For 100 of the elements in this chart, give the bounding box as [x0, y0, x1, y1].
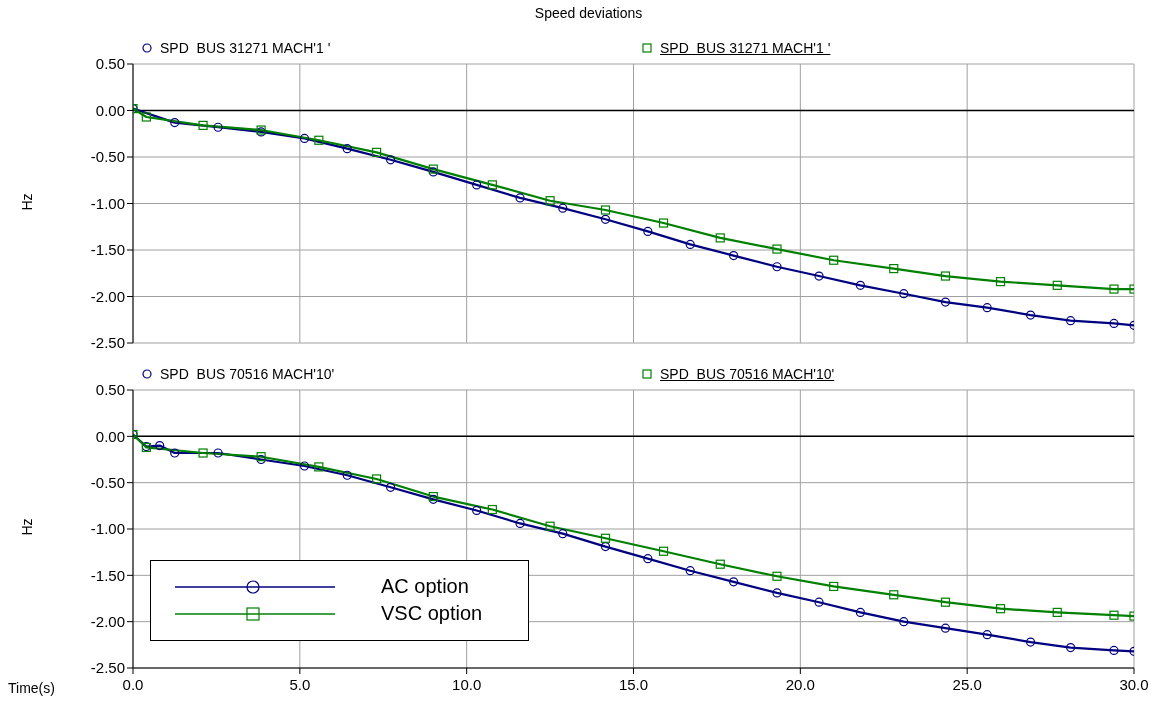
point [314, 135, 324, 145]
legend-label: SPD BUS 31271 MACH'1 ' [660, 40, 831, 56]
point [1066, 643, 1076, 653]
point [600, 542, 611, 552]
annotation: AC option [381, 575, 469, 598]
legend-label: SPD BUS 70516 MACH'10' [160, 366, 335, 382]
point [545, 521, 555, 531]
point [371, 147, 382, 157]
point [643, 554, 653, 564]
point [772, 588, 782, 598]
point [170, 448, 180, 458]
legend-box: AC option VSC option [150, 560, 529, 641]
point [772, 244, 782, 254]
point [995, 277, 1006, 287]
point [829, 581, 839, 592]
annotation: VSC option [381, 602, 483, 625]
point [515, 193, 525, 203]
point [1109, 284, 1119, 294]
point [558, 529, 568, 539]
x-tick-label: 0.0 [122, 676, 144, 693]
point [995, 604, 1006, 614]
point [1109, 610, 1119, 620]
point [814, 597, 824, 607]
point [772, 571, 782, 581]
y-tick-label: -1.00 [90, 194, 125, 212]
point [982, 630, 992, 640]
point [940, 623, 951, 633]
point [685, 566, 695, 576]
point [899, 617, 909, 627]
point [772, 262, 782, 272]
point [940, 597, 951, 607]
y-tick-label: -2.50 [90, 659, 125, 677]
point [1025, 310, 1036, 320]
x-tick-label: 25.0 [952, 676, 982, 693]
point [342, 144, 352, 154]
point [299, 133, 310, 143]
x-tick-label: 30.0 [1119, 676, 1149, 693]
point [855, 607, 865, 617]
x-tick-label: 20.0 [785, 676, 815, 693]
point [371, 474, 382, 484]
point [899, 289, 909, 299]
point [729, 577, 739, 587]
x-tick-label: 5.0 [289, 676, 311, 693]
point [545, 196, 555, 206]
y-tick-label: -1.50 [90, 566, 125, 584]
point [658, 546, 669, 556]
point [729, 250, 739, 261]
point [600, 205, 611, 215]
point [1109, 318, 1119, 329]
y-tick-label: -0.50 [90, 473, 125, 491]
y-tick-label: -2.00 [90, 612, 125, 630]
y-tick-label: -0.50 [90, 148, 125, 166]
point [1025, 637, 1036, 647]
point [600, 533, 611, 543]
point [658, 218, 669, 228]
y-tick-label: -2.00 [90, 287, 125, 305]
point [213, 122, 223, 132]
point [198, 120, 208, 130]
point [299, 461, 310, 471]
point [198, 448, 208, 458]
point [1052, 280, 1062, 290]
legend-label: SPD BUS 31271 MACH'1 ' [160, 40, 331, 56]
point [1109, 645, 1119, 655]
point [940, 271, 951, 281]
point [385, 155, 396, 165]
point [515, 518, 525, 529]
point [558, 203, 568, 213]
x-tick-label: 15.0 [618, 676, 649, 693]
point [685, 239, 695, 250]
point [1052, 607, 1062, 617]
point [487, 504, 497, 515]
point [1066, 316, 1076, 326]
y-axis-title: Hz [18, 192, 35, 211]
y-tick-label: 0.50 [95, 381, 125, 399]
y-tick-label: 0.00 [95, 427, 125, 445]
x-tick-label: 10.0 [452, 676, 482, 693]
point [982, 303, 992, 313]
y-tick-label: 0.50 [95, 55, 125, 73]
point [385, 482, 396, 492]
point [314, 462, 324, 472]
chart-title: Speed deviations [533, 5, 644, 21]
point [829, 255, 839, 265]
y-tick-label: -1.00 [90, 520, 125, 538]
y-tick-label: -2.50 [90, 334, 125, 352]
point [814, 271, 824, 281]
point [213, 448, 223, 458]
point [643, 226, 653, 236]
point [715, 559, 725, 569]
point [600, 214, 611, 224]
point [889, 590, 899, 600]
x-axis-title: Time(s) [8, 680, 55, 696]
point [170, 117, 180, 128]
legend-label: SPD BUS 70516 MACH'10' [660, 366, 835, 382]
point [715, 233, 725, 243]
y-tick-label: -1.50 [90, 241, 125, 259]
point [472, 180, 482, 190]
point [342, 470, 352, 480]
y-tick-label: 0.00 [95, 101, 125, 119]
point [940, 297, 951, 307]
point [141, 112, 151, 122]
